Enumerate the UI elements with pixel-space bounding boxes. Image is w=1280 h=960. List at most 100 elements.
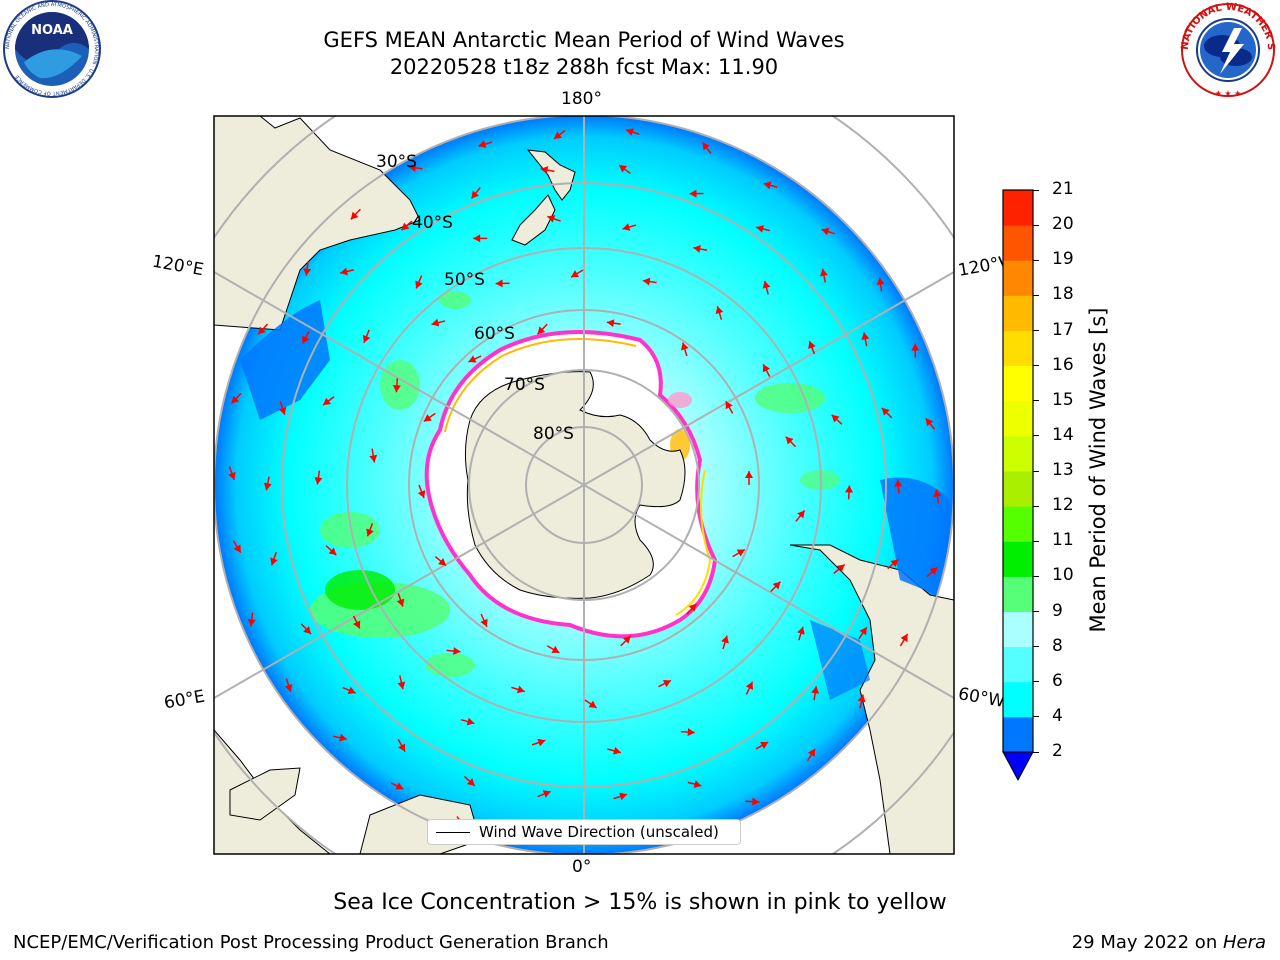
colorbar-tick-mark [1033, 330, 1039, 331]
wind-wave-arrowhead [228, 471, 236, 480]
lon-label-180: 180° [561, 89, 602, 109]
colorbar-band [1003, 225, 1033, 261]
wind-wave-arrowhead [689, 189, 697, 198]
wind-wave-arrowhead [702, 142, 710, 151]
lat-label-50s: 50°S [444, 270, 485, 290]
wind-wave-arrowhead [693, 245, 701, 253]
colorbar-tick-mark [1033, 435, 1039, 437]
colorbar-band [1003, 435, 1033, 472]
colorbar-tick-label: 10 [1052, 565, 1074, 586]
wind-wave-arrowhead [537, 326, 546, 335]
wind-wave-arrowhead [537, 738, 546, 747]
wind-wave-arrowhead [622, 223, 631, 231]
colorbar-band [1003, 471, 1033, 507]
wind-wave-arrowhead [270, 557, 278, 566]
new-zealand-south [511, 194, 556, 246]
wind-wave-arrowhead [302, 335, 310, 344]
sea-ice-note: Sea Ice Concentration > 15% is shown in … [333, 890, 947, 915]
colorbar-band [1003, 716, 1033, 753]
wind-wave-arrowhead [797, 510, 805, 519]
footer-credit: NCEP/EMC/Verification Post Processing Pr… [13, 932, 609, 953]
wind-wave-arrowhead [745, 681, 754, 690]
colorbar-tick-mark [1033, 470, 1039, 472]
wind-wave-arrowhead [366, 528, 374, 537]
colorbar-tick-label: 20 [1052, 214, 1074, 235]
wind-wave-arrowhead [763, 181, 772, 190]
colorbar-tick-label: 15 [1052, 389, 1074, 410]
legend-line-sample [436, 831, 470, 833]
wind-wave-arrowhead [258, 326, 266, 335]
map-frame [213, 115, 955, 855]
wind-wave-arrowhead [303, 268, 312, 276]
colorbar-tick-mark [1033, 575, 1039, 577]
wind-wave-arrowhead [844, 485, 853, 493]
wind-wave-arrowhead [715, 306, 724, 315]
wind-wave-arrowhead [752, 797, 760, 806]
legend-label: Wind Wave Direction (unscaled) [479, 823, 719, 841]
wind-wave-arrowhead [233, 544, 241, 553]
wind-wave-arrowhead [680, 342, 689, 351]
nws-stars: ★ ★ ★ [1215, 89, 1242, 98]
wind-wave-arrowhead [347, 686, 356, 694]
wind-wave-arrowhead [423, 414, 432, 422]
wind-wave-arrowhead [687, 728, 695, 737]
wind-wave-arrowhead [396, 598, 405, 607]
footer-date: 29 May 2022 on Hera [1072, 932, 1266, 953]
lat-label-80s: 80°S [533, 424, 574, 444]
colorbar-tick-mark [1033, 365, 1039, 367]
colorbar-tick-label: 19 [1052, 249, 1074, 270]
wind-wave-arrowhead [890, 559, 899, 568]
wind-wave-arrowhead [540, 166, 549, 175]
colorbar-tick-label: 8 [1052, 635, 1063, 656]
wind-wave-arrowhead [571, 270, 580, 278]
wind-wave-arrowhead [438, 558, 447, 566]
wind-wave-arrowhead [480, 618, 488, 627]
colorbar-tick-label: 12 [1052, 495, 1074, 516]
wind-wave-arrowhead [626, 128, 634, 136]
colorbar-band [1003, 400, 1033, 437]
wind-wave-arrowhead [861, 332, 870, 341]
wind-wave-arrowhead [328, 547, 337, 556]
wind-wave-arrowhead [797, 626, 805, 635]
colorbar-tick-label: 4 [1052, 705, 1063, 726]
colorbar-tick-label: 11 [1052, 530, 1074, 551]
colorbar [1002, 189, 1034, 782]
wind-wave-arrowhead [340, 267, 348, 276]
colorbar-tick-mark [1033, 611, 1039, 612]
lat-label-30s: 30°S [376, 152, 417, 172]
wind-wave-arrowhead [760, 742, 769, 750]
wind-wave-arrowhead [353, 620, 361, 629]
wind-wave-arrowhead [231, 395, 240, 404]
wind-wave-arrowhead [350, 211, 359, 220]
wind-wave-arrowhead [551, 645, 560, 653]
wind-wave-arrowhead [247, 618, 256, 627]
wind-wave-arrowhead [819, 268, 828, 277]
wind-wave-arrowhead [466, 717, 475, 726]
wind-wave-arrowhead [323, 397, 332, 406]
wind-wave-arrowhead [495, 279, 503, 288]
graticule [214, 116, 954, 854]
colorbar-band [1003, 646, 1033, 683]
colorbar-tick-mark [1033, 681, 1039, 683]
wind-wave-arrowhead [756, 225, 764, 233]
wind-wave-arrowhead [431, 318, 440, 327]
wind-wave-arrowhead [278, 406, 287, 415]
wind-wave-arrowhead [857, 694, 866, 703]
wind-wave-arrowhead [785, 436, 794, 445]
wind-wave-arrowhead [478, 140, 487, 148]
colorbar-tick-mark [1033, 259, 1039, 261]
wind-wave-arrowhead [725, 401, 733, 410]
wind-wave-arrowhead [925, 418, 934, 427]
wind-wave-arrowhead [811, 686, 820, 694]
colorbar-band [1003, 611, 1033, 648]
footer-machine: Hera [1222, 932, 1266, 953]
colorbar-band [1003, 260, 1033, 296]
colorbar-band [1003, 576, 1033, 612]
noaa-logo-text: NOAA [31, 23, 73, 38]
wind-wave-arrowhead [933, 489, 942, 498]
colorbar-tick-label: 21 [1052, 179, 1074, 199]
lat-label-70s: 70°S [504, 375, 545, 395]
wind-wave-arrowhead [417, 490, 426, 499]
map-title: GEFS MEAN Antarctic Mean Period of Wind … [323, 28, 845, 52]
wind-wave-arrowhead [314, 476, 323, 485]
